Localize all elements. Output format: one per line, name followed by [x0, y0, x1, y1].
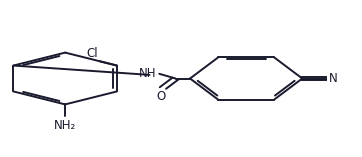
Text: NH: NH: [139, 67, 157, 79]
Text: O: O: [156, 90, 166, 103]
Text: N: N: [329, 72, 337, 85]
Text: Cl: Cl: [86, 47, 98, 60]
Text: NH₂: NH₂: [54, 119, 76, 132]
